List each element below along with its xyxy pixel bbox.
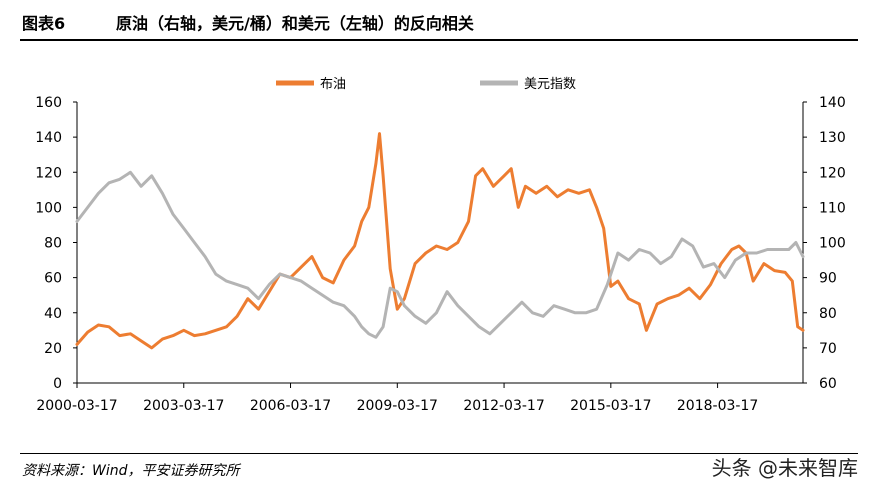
right-y-tick-label: 60: [819, 376, 837, 392]
right-y-tick-label: 130: [819, 130, 846, 146]
x-tick-label: 2003-03-17: [143, 398, 224, 414]
watermark: 头条 @未来智库: [711, 456, 858, 480]
oil-series-line: [75, 132, 805, 350]
right-y-tick-label: 140: [819, 95, 846, 111]
header-rule: [20, 39, 858, 41]
x-tick-label: 2009-03-17: [357, 398, 438, 414]
right-y-tick-label: 70: [819, 341, 837, 357]
left-y-tick-label: 40: [44, 306, 62, 322]
right-y-tick-label: 90: [819, 271, 837, 287]
footer-rule: [20, 453, 858, 454]
figure-number: 图表6: [22, 14, 66, 33]
left-y-tick-label: 160: [35, 95, 62, 111]
left-y-tick-label: 60: [44, 271, 62, 287]
chart: 0 20 40 60 80 100 120 140 160 60 70 80 90 100 110 120 13…: [35, 77, 846, 414]
left-y-tick-label: 20: [44, 341, 62, 357]
legend-usd-label: 美元指数: [524, 77, 576, 92]
right-y-tick-label: 80: [819, 306, 837, 322]
x-tick-label: 2006-03-17: [250, 398, 331, 414]
right-y-tick-label: 100: [819, 236, 846, 252]
x-tick-label: 2012-03-17: [463, 398, 544, 414]
left-y-tick-label: 120: [35, 165, 62, 181]
x-tick-label: 2015-03-17: [570, 398, 651, 414]
right-y-tick-label: 110: [819, 200, 846, 216]
x-tick-label: 2018-03-17: [677, 398, 758, 414]
left-y-tick-label: 80: [44, 236, 62, 252]
usd-series-line: [75, 170, 805, 339]
source-note: 资料来源：Wind，平安证券研究所: [22, 463, 240, 479]
left-y-tick-label: 0: [53, 376, 62, 392]
figure-header: 图表6 原油（右轴，美元/桶）和美元（左轴）的反向相关: [0, 0, 878, 40]
legend-oil-label: 布油: [320, 77, 346, 92]
figure-title: 原油（右轴，美元/桶）和美元（左轴）的反向相关: [116, 14, 474, 33]
left-y-tick-label: 140: [35, 130, 62, 146]
right-y-tick-label: 120: [819, 165, 846, 181]
left-y-tick-label: 100: [35, 200, 62, 216]
x-tick-label: 2000-03-17: [36, 398, 117, 414]
